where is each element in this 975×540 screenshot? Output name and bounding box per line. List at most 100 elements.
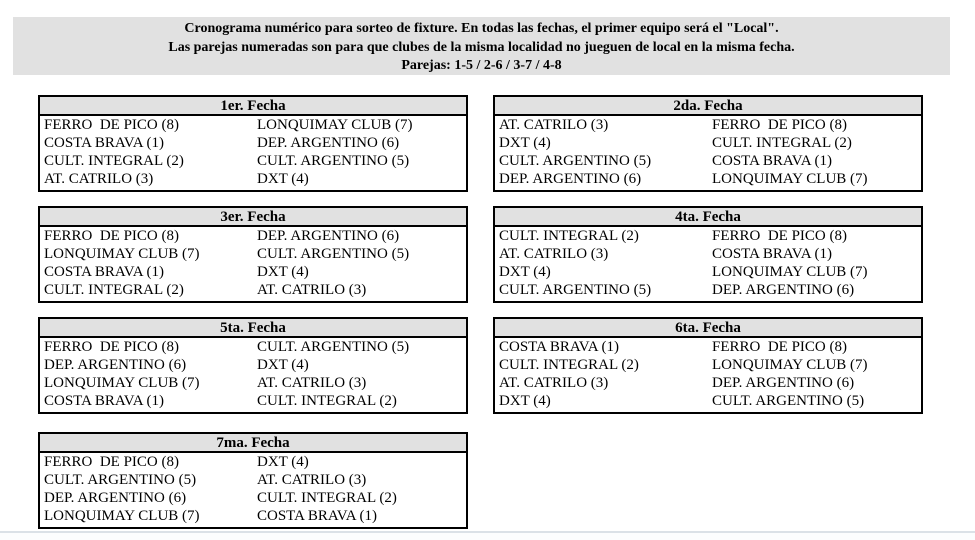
instructions-line-3: Parejas: 1-5 / 2-6 / 3-7 / 4-8 [401, 58, 562, 73]
page-margin-below [0, 533, 975, 540]
local-team: FERRO DE PICO (8) [44, 339, 180, 355]
visitor-team: DXT (4) [257, 171, 309, 187]
visitor-team: AT. CATRILO (3) [257, 472, 367, 488]
page-edge-line [0, 531, 975, 533]
fecha-table-5: 5ta. Fecha FERRO DE PICO (8) CULT. ARGEN… [38, 317, 468, 414]
local-team: CULT. INTEGRAL (2) [499, 357, 639, 373]
fecha-table-6: 6ta. Fecha COSTA BRAVA (1) FERRO DE PICO… [493, 317, 923, 414]
match-row: DEP. ARGENTINO (6) DXT (4) [40, 356, 466, 374]
local-team: AT. CATRILO (3) [44, 171, 154, 187]
local-team: DXT (4) [499, 393, 551, 409]
visitor-team: DEP. ARGENTINO (6) [712, 375, 855, 391]
local-team: AT. CATRILO (3) [499, 375, 609, 391]
instructions-line-2: Las parejas numeradas son para que clube… [168, 39, 795, 55]
local-team: CULT. INTEGRAL (2) [44, 153, 184, 169]
visitor-team: CULT. INTEGRAL (2) [257, 490, 397, 506]
local-team: CULT. INTEGRAL (2) [499, 228, 639, 244]
match-row: CULT. INTEGRAL (2) FERRO DE PICO (8) [495, 227, 921, 245]
match-row: DXT (4) CULT. ARGENTINO (5) [495, 392, 921, 410]
fecha-title: 4ta. Fecha [495, 208, 921, 227]
local-team: LONQUIMAY CLUB (7) [44, 508, 200, 524]
instructions-line-1: Cronograma numérico para sorteo de fixtu… [184, 21, 779, 36]
fecha-table-3: 3er. Fecha FERRO DE PICO (8) DEP. ARGENT… [38, 206, 468, 303]
fecha-title: 3er. Fecha [40, 208, 466, 227]
visitor-team: LONQUIMAY CLUB (7) [257, 117, 413, 133]
match-row: FERRO DE PICO (8) DEP. ARGENTINO (6) [40, 227, 466, 245]
visitor-team: LONQUIMAY CLUB (7) [712, 357, 868, 373]
fecha-body: FERRO DE PICO (8) CULT. ARGENTINO (5) DE… [40, 338, 466, 410]
local-team: AT. CATRILO (3) [499, 246, 609, 262]
match-row: CULT. INTEGRAL (2) LONQUIMAY CLUB (7) [495, 356, 921, 374]
match-row: AT. CATRILO (3) COSTA BRAVA (1) [495, 245, 921, 263]
match-row: DXT (4) CULT. INTEGRAL (2) [495, 134, 921, 152]
visitor-team: FERRO DE PICO (8) [712, 228, 848, 244]
local-team: CULT. ARGENTINO (5) [499, 282, 652, 298]
visitor-team: COSTA BRAVA (1) [712, 153, 832, 169]
local-team: DEP. ARGENTINO (6) [499, 171, 642, 187]
fecha-body: COSTA BRAVA (1) FERRO DE PICO (8) CULT. … [495, 338, 921, 410]
match-row: DEP. ARGENTINO (6) CULT. INTEGRAL (2) [40, 489, 466, 507]
fecha-body: FERRO DE PICO (8) LONQUIMAY CLUB (7) COS… [40, 116, 466, 188]
match-row: COSTA BRAVA (1) FERRO DE PICO (8) [495, 338, 921, 356]
fecha-title: 6ta. Fecha [495, 319, 921, 338]
match-row: DEP. ARGENTINO (6) LONQUIMAY CLUB (7) [495, 170, 921, 188]
match-row: FERRO DE PICO (8) DXT (4) [40, 453, 466, 471]
match-row: CULT. INTEGRAL (2) AT. CATRILO (3) [40, 281, 466, 299]
match-row: FERRO DE PICO (8) LONQUIMAY CLUB (7) [40, 116, 466, 134]
local-team: DXT (4) [499, 264, 551, 280]
visitor-team: LONQUIMAY CLUB (7) [712, 171, 868, 187]
fecha-title: 1er. Fecha [40, 97, 466, 116]
match-row: COSTA BRAVA (1) DEP. ARGENTINO (6) [40, 134, 466, 152]
match-row: LONQUIMAY CLUB (7) AT. CATRILO (3) [40, 374, 466, 392]
visitor-team: DEP. ARGENTINO (6) [712, 282, 855, 298]
visitor-team: CULT. ARGENTINO (5) [257, 153, 410, 169]
local-team: COSTA BRAVA (1) [44, 264, 164, 280]
visitor-team: COSTA BRAVA (1) [257, 508, 377, 524]
match-row: DXT (4) LONQUIMAY CLUB (7) [495, 263, 921, 281]
match-row: CULT. ARGENTINO (5) DEP. ARGENTINO (6) [495, 281, 921, 299]
fecha-body: FERRO DE PICO (8) DEP. ARGENTINO (6) LON… [40, 227, 466, 299]
local-team: DEP. ARGENTINO (6) [44, 357, 187, 373]
match-row: LONQUIMAY CLUB (7) CULT. ARGENTINO (5) [40, 245, 466, 263]
fecha-table-7: 7ma. Fecha FERRO DE PICO (8) DXT (4) CUL… [38, 432, 468, 529]
match-row: CULT. ARGENTINO (5) AT. CATRILO (3) [40, 471, 466, 489]
local-team: COSTA BRAVA (1) [44, 135, 164, 151]
visitor-team: DEP. ARGENTINO (6) [257, 135, 400, 151]
visitor-team: FERRO DE PICO (8) [712, 117, 848, 133]
local-team: FERRO DE PICO (8) [44, 454, 180, 470]
fecha-body: FERRO DE PICO (8) DXT (4) CULT. ARGENTIN… [40, 453, 466, 525]
visitor-team: COSTA BRAVA (1) [712, 246, 832, 262]
local-team: CULT. ARGENTINO (5) [499, 153, 652, 169]
instructions-panel: Cronograma numérico para sorteo de fixtu… [13, 17, 950, 75]
visitor-team: AT. CATRILO (3) [257, 375, 367, 391]
visitor-team: CULT. INTEGRAL (2) [712, 135, 852, 151]
fecha-body: AT. CATRILO (3) FERRO DE PICO (8) DXT (4… [495, 116, 921, 188]
match-row: CULT. INTEGRAL (2) CULT. ARGENTINO (5) [40, 152, 466, 170]
visitor-team: DXT (4) [257, 454, 309, 470]
visitor-team: DXT (4) [257, 264, 309, 280]
fecha-title: 2da. Fecha [495, 97, 921, 116]
local-team: CULT. ARGENTINO (5) [44, 472, 197, 488]
local-team: COSTA BRAVA (1) [44, 393, 164, 409]
visitor-team: CULT. ARGENTINO (5) [257, 246, 410, 262]
local-team: DXT (4) [499, 135, 551, 151]
fecha-body: CULT. INTEGRAL (2) FERRO DE PICO (8) AT.… [495, 227, 921, 299]
fecha-table-2: 2da. Fecha AT. CATRILO (3) FERRO DE PICO… [493, 95, 923, 192]
visitor-team: AT. CATRILO (3) [257, 282, 367, 298]
match-row: COSTA BRAVA (1) CULT. INTEGRAL (2) [40, 392, 466, 410]
match-row: CULT. ARGENTINO (5) COSTA BRAVA (1) [495, 152, 921, 170]
local-team: AT. CATRILO (3) [499, 117, 609, 133]
match-row: FERRO DE PICO (8) CULT. ARGENTINO (5) [40, 338, 466, 356]
match-row: LONQUIMAY CLUB (7) COSTA BRAVA (1) [40, 507, 466, 525]
visitor-team: DEP. ARGENTINO (6) [257, 228, 400, 244]
visitor-team: LONQUIMAY CLUB (7) [712, 264, 868, 280]
fecha-table-1: 1er. Fecha FERRO DE PICO (8) LONQUIMAY C… [38, 95, 468, 192]
visitor-team: DXT (4) [257, 357, 309, 373]
match-row: AT. CATRILO (3) FERRO DE PICO (8) [495, 116, 921, 134]
match-row: AT. CATRILO (3) DXT (4) [40, 170, 466, 188]
local-team: COSTA BRAVA (1) [499, 339, 619, 355]
fecha-title: 5ta. Fecha [40, 319, 466, 338]
local-team: FERRO DE PICO (8) [44, 228, 180, 244]
visitor-team: CULT. ARGENTINO (5) [257, 339, 410, 355]
